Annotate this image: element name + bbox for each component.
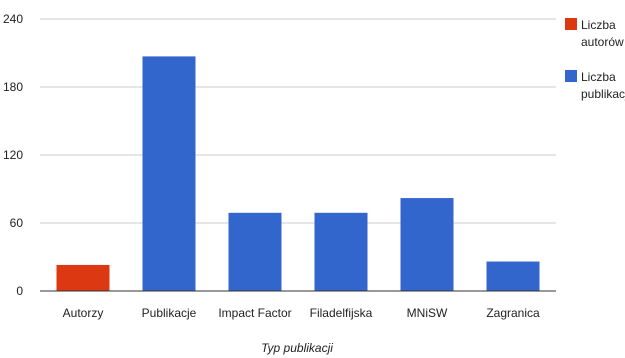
x-tick-label: Filadelfijska xyxy=(310,306,373,320)
legend-item: Liczba autorów xyxy=(565,18,624,49)
y-tick-label: 60 xyxy=(10,216,24,230)
y-tick-label: 180 xyxy=(3,80,23,94)
x-axis-ticks: Autorzy Publikacje Impact Factor Filadelfij… xyxy=(63,306,540,320)
bar-impact-factor xyxy=(228,212,282,291)
legend-item: Liczba publikacji xyxy=(565,70,625,101)
y-tick-label: 120 xyxy=(3,148,23,162)
legend-swatch xyxy=(565,18,577,30)
bars xyxy=(56,56,540,292)
x-tick-label: Autorzy xyxy=(63,306,104,320)
x-tick-label: MNiSW xyxy=(407,306,448,320)
bar-autorzy xyxy=(56,264,110,291)
y-axis-ticks: 0 60 120 180 240 xyxy=(3,12,23,298)
x-axis-title: Typ publikacji xyxy=(261,341,333,355)
bar-mnisw xyxy=(400,198,454,291)
y-tick-label: 0 xyxy=(16,284,23,298)
legend-swatch xyxy=(565,70,577,82)
legend-label: Liczba xyxy=(581,70,616,84)
x-tick-label: Publikacje xyxy=(142,306,197,320)
y-tick-label: 240 xyxy=(3,12,23,26)
bar-publikacje xyxy=(142,56,196,292)
legend-label: publikacji xyxy=(581,87,625,101)
gridlines xyxy=(40,18,556,224)
bar-filadelfijska xyxy=(314,212,368,291)
x-tick-label: Impact Factor xyxy=(218,306,291,320)
bar-zagranica xyxy=(486,261,540,291)
x-tick-label: Zagranica xyxy=(486,306,540,320)
legend-label: autorów xyxy=(581,35,624,49)
legend-label: Liczba xyxy=(581,18,616,32)
legend: Liczba autorów Liczba publikacji xyxy=(565,18,625,101)
